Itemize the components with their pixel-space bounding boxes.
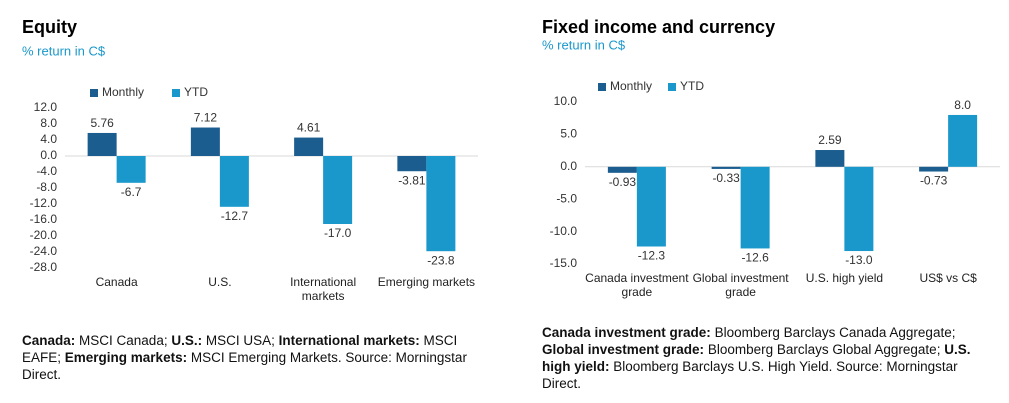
footnote-term: Emerging markets: [64,350,188,365]
footnote: Canada investment grade: Bloomberg Barcl… [542,324,997,392]
footnote: Canada: MSCI Canada; U.S.: MSCI USA; Int… [22,332,467,383]
data-label: -6.7 [121,185,142,199]
y-tick-label: 8.0 [40,116,57,130]
data-label: 2.59 [818,133,842,147]
chart-title: Equity [22,17,77,37]
x-tick-label-box: Canada investment grade [585,271,689,299]
x-tick-label: U.S. high yield [805,271,884,285]
data-label: -12.3 [638,249,666,263]
bar [844,166,874,252]
x-tick-label-box: U.S. high yield [805,271,884,285]
x-tick-label: US$ vs C$ [919,271,977,285]
data-label: 4.61 [297,121,321,135]
data-label: -12.6 [741,251,769,265]
y-tick-label: -4.0 [36,164,57,178]
footnote-term: U.S.: [171,333,203,348]
y-tick-label: -12.0 [30,196,58,210]
footnote-term: International markets: [278,333,420,348]
footnote-term: Canada: [22,333,76,348]
data-label: -17.0 [324,226,352,240]
footnote-text: Bloomberg Barclays Global Aggregate; [707,342,941,357]
y-tick-label: -20.0 [30,228,58,242]
legend-label: Monthly [610,79,652,93]
bar [815,150,845,167]
footnote-term: U.S. high yield: [542,342,971,374]
footnote-text: MSCI USA; [205,333,275,348]
y-tick-label: -15.0 [550,256,578,270]
y-tick-label: -8.0 [36,180,57,194]
data-label: -0.93 [609,175,637,189]
y-tick-label: 10.0 [554,94,578,108]
x-tick-label: U.S. [208,275,232,289]
data-label: -13.0 [845,253,873,267]
legend-swatch [598,83,606,91]
bar [397,156,427,172]
bar [190,127,220,156]
chart-subtitle: % return in C$ [22,43,106,58]
bar [87,132,117,156]
y-tick-label: 5.0 [560,127,577,141]
x-tick-label-box: Canada [95,275,138,289]
bar [219,156,249,207]
x-tick-label: Canada [95,275,138,289]
x-tick-label: International markets [290,275,357,303]
data-label: 7.12 [194,111,218,125]
legend-swatch [172,89,180,97]
footnote-text: MSCI Canada; [79,333,168,348]
y-tick-label: 0.0 [40,148,57,162]
y-tick-label: -16.0 [30,212,58,226]
x-tick-label-box: Global investment grade [692,271,789,299]
x-tick-label-box: International markets [290,275,357,303]
data-label: -23.8 [427,253,455,267]
bar [294,137,324,156]
legend-label: YTD [184,85,208,99]
data-label: 8.0 [954,98,971,112]
footnote-text: MSCI EAFE; [22,333,458,365]
legend-swatch [90,89,98,97]
bar [919,166,949,172]
y-tick-label: -10.0 [550,224,578,238]
data-label: 5.76 [90,116,114,130]
x-tick-label: Global investment grade [692,271,789,299]
bar [711,166,741,169]
y-tick-label: -24.0 [30,244,58,258]
legend-swatch [668,83,676,91]
bar [426,156,456,252]
chart-subtitle: % return in C$ [542,37,626,52]
y-tick-label: 4.0 [40,132,57,146]
bar [948,114,978,167]
data-label: -0.73 [920,174,948,188]
bar [740,166,770,249]
x-tick-label-box: U.S. [208,275,232,289]
bar [636,166,666,247]
bar [116,156,146,183]
bar [607,166,637,173]
y-tick-label: 12.0 [34,100,58,114]
footnote-text: Bloomberg Barclays U.S. High Yield. Sour… [542,359,958,391]
x-tick-label: Emerging markets [377,275,476,289]
legend-label: YTD [680,79,704,93]
y-tick-label: -28.0 [30,260,58,274]
footnote-term: Canada investment grade: [542,325,711,340]
legend-label: Monthly [102,85,144,99]
y-tick-label: -5.0 [556,191,577,205]
data-label: -12.7 [221,209,249,223]
data-label: -0.33 [712,171,740,185]
footnote-text: MSCI Emerging Markets. Source: Morningst… [22,350,467,382]
x-tick-label-box: Emerging markets [377,275,476,289]
x-tick-label: Canada investment grade [585,271,689,299]
footnote-text: Bloomberg Barclays Canada Aggregate; [714,325,956,340]
footnote-term: Global investment grade: [542,342,705,357]
chart-title: Fixed income and currency [542,17,775,37]
y-tick-label: 0.0 [560,159,577,173]
data-label: -3.81 [398,173,426,187]
bar [323,156,353,224]
x-tick-label-box: US$ vs C$ [919,271,977,285]
